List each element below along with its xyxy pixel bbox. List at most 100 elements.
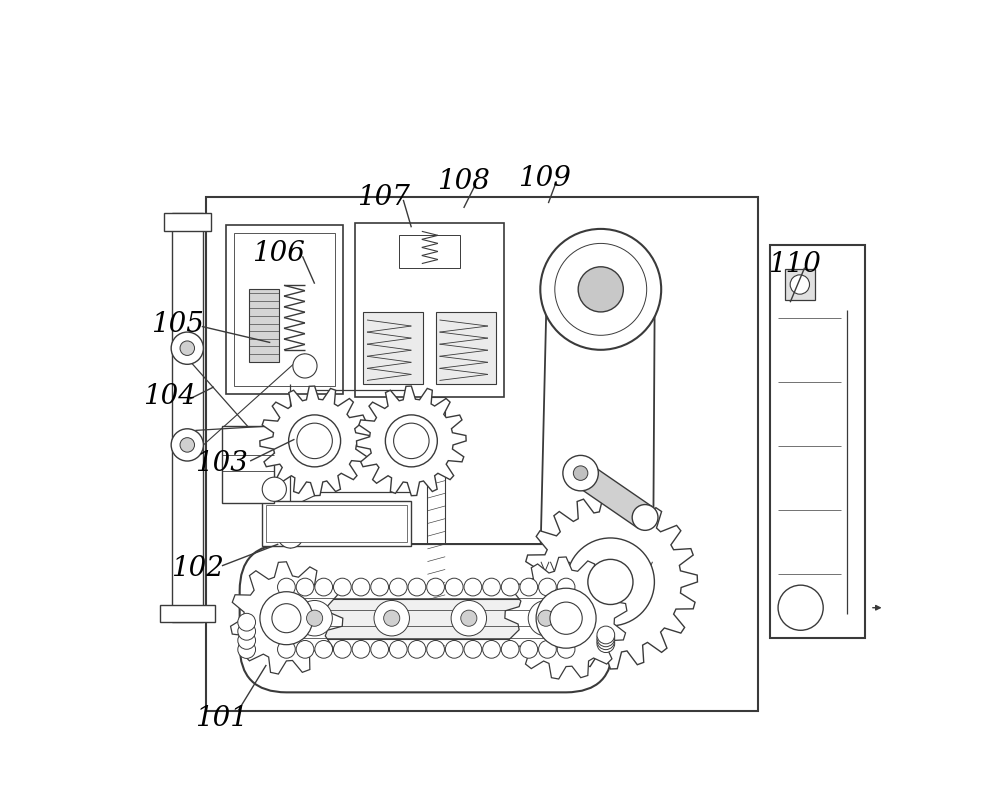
Circle shape [385, 415, 437, 467]
Bar [427, 397, 445, 650]
Circle shape [520, 578, 538, 596]
Circle shape [371, 641, 389, 659]
Circle shape [180, 341, 195, 355]
Circle shape [451, 600, 487, 636]
Circle shape [520, 641, 538, 659]
Circle shape [483, 641, 500, 659]
Bar [172, 213, 203, 622]
Circle shape [408, 578, 426, 596]
Circle shape [238, 632, 256, 650]
Circle shape [180, 438, 195, 452]
Polygon shape [540, 289, 655, 562]
Circle shape [394, 423, 429, 459]
Text: 103: 103 [195, 450, 248, 477]
Bar [164, 213, 211, 231]
Circle shape [352, 641, 370, 659]
Circle shape [238, 641, 256, 659]
Bar [160, 604, 215, 622]
Circle shape [352, 578, 370, 596]
Polygon shape [231, 562, 343, 674]
Circle shape [278, 578, 295, 596]
Circle shape [445, 641, 463, 659]
Circle shape [389, 641, 407, 659]
Circle shape [238, 613, 256, 631]
Bar [770, 245, 865, 638]
Circle shape [790, 275, 810, 294]
Circle shape [445, 578, 463, 596]
Bar [355, 223, 504, 397]
Text: 106: 106 [252, 240, 305, 268]
Bar [785, 269, 815, 300]
Circle shape [597, 635, 615, 653]
Bar [363, 312, 423, 384]
Circle shape [333, 641, 351, 659]
Bar [399, 235, 460, 268]
Bar [262, 501, 411, 546]
Circle shape [371, 578, 389, 596]
Text: 105: 105 [151, 310, 204, 338]
Circle shape [538, 610, 554, 626]
Circle shape [566, 538, 654, 626]
Circle shape [597, 632, 615, 650]
Text: 102: 102 [171, 555, 224, 582]
Circle shape [483, 578, 500, 596]
Circle shape [539, 578, 556, 596]
Circle shape [408, 641, 426, 659]
Bar [249, 289, 279, 362]
Circle shape [297, 600, 332, 636]
Text: 107: 107 [357, 184, 410, 211]
Text: 110: 110 [768, 251, 821, 278]
Circle shape [461, 610, 477, 626]
Circle shape [171, 429, 203, 461]
Bar [266, 505, 407, 542]
Bar [226, 225, 343, 394]
Circle shape [597, 626, 615, 644]
Circle shape [539, 641, 556, 659]
Circle shape [278, 641, 295, 659]
FancyBboxPatch shape [240, 544, 613, 692]
Polygon shape [505, 557, 627, 679]
Circle shape [315, 578, 333, 596]
Circle shape [597, 629, 615, 646]
Circle shape [563, 455, 598, 491]
Circle shape [778, 585, 823, 630]
Circle shape [573, 466, 588, 480]
Text: 108: 108 [437, 168, 490, 195]
Polygon shape [260, 386, 369, 496]
Circle shape [296, 578, 314, 596]
Text: 109: 109 [518, 165, 571, 193]
Circle shape [588, 559, 633, 604]
Circle shape [427, 578, 444, 596]
Circle shape [260, 592, 313, 645]
Text: 104: 104 [143, 383, 196, 410]
Circle shape [501, 641, 519, 659]
Circle shape [464, 578, 482, 596]
Circle shape [557, 578, 575, 596]
Bar [234, 233, 335, 386]
Circle shape [555, 243, 647, 335]
Circle shape [384, 610, 400, 626]
Circle shape [296, 641, 314, 659]
Circle shape [374, 600, 409, 636]
Text: 101: 101 [195, 705, 248, 733]
Circle shape [550, 602, 582, 634]
Circle shape [297, 423, 332, 459]
Circle shape [501, 578, 519, 596]
Circle shape [557, 641, 575, 659]
Circle shape [315, 641, 333, 659]
Circle shape [464, 641, 482, 659]
Circle shape [278, 522, 303, 548]
Polygon shape [523, 495, 697, 669]
Circle shape [307, 610, 323, 626]
Circle shape [389, 578, 407, 596]
Bar [290, 599, 558, 639]
Circle shape [333, 578, 351, 596]
Circle shape [578, 267, 623, 312]
Circle shape [632, 505, 658, 530]
Circle shape [540, 229, 661, 350]
Circle shape [293, 354, 317, 378]
Circle shape [171, 332, 203, 364]
Circle shape [262, 477, 286, 501]
Bar [222, 426, 274, 503]
Bar [436, 312, 496, 384]
